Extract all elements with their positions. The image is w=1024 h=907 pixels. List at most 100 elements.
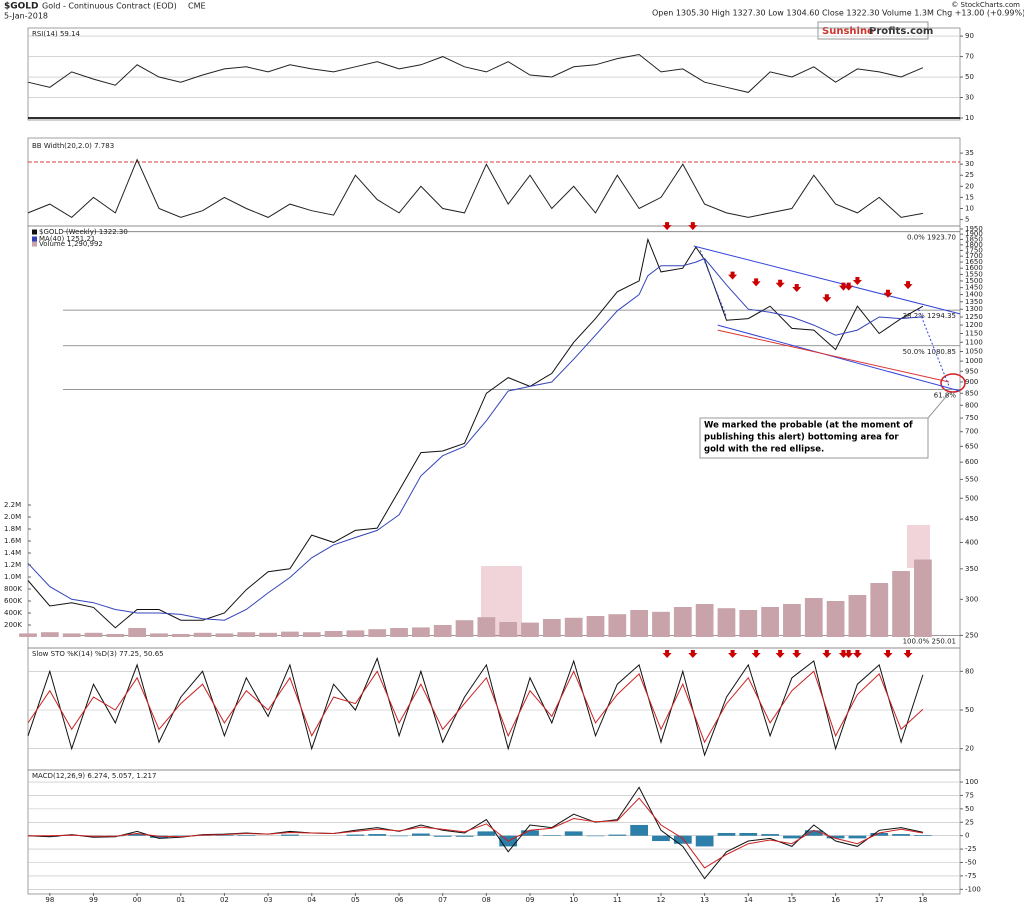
y-tick-label: 400	[965, 538, 978, 546]
bar	[150, 633, 168, 637]
bar	[106, 634, 125, 637]
y-tick-label: 400K	[4, 609, 22, 617]
arrow-marker	[662, 222, 672, 231]
bar	[324, 631, 343, 637]
y-tick-label: 200K	[4, 621, 22, 629]
legend-swatch	[32, 241, 37, 247]
symbol: $GOLD	[4, 2, 39, 12]
x-tick-label: 03	[264, 896, 273, 904]
arrow-marker	[838, 282, 848, 291]
x-tick-label: 98	[45, 896, 54, 904]
x-tick-label: 02	[220, 896, 229, 904]
y-tick-label: 1900	[965, 230, 983, 238]
arrow-marker	[728, 650, 738, 658]
arrow-marker	[688, 650, 698, 658]
bar	[477, 617, 496, 637]
y-tick-label: -50	[965, 859, 976, 867]
arrow-marker	[751, 650, 761, 658]
arrow-marker	[822, 294, 832, 303]
bar	[412, 627, 430, 637]
y-tick-label: 5	[965, 216, 969, 224]
y-tick-label: 1750	[965, 246, 983, 254]
legend-swatch	[32, 229, 37, 235]
y-tick-label: 1.0M	[4, 573, 21, 581]
x-tick-label: 05	[351, 896, 360, 904]
callout-line	[927, 391, 951, 419]
arrow-marker	[792, 283, 802, 292]
y-tick-label: 80	[965, 667, 974, 675]
trend-line	[717, 329, 950, 383]
bar	[40, 632, 59, 637]
bar	[171, 835, 190, 837]
y-tick-label: 20	[965, 745, 974, 753]
macd-frame	[27, 769, 961, 895]
series-line	[27, 158, 923, 219]
y-tick-label: 800	[965, 401, 978, 409]
y-tick-label: 2.2M	[4, 501, 21, 509]
bar	[783, 835, 801, 839]
bar	[564, 831, 583, 836]
y-tick-label: 1950	[965, 225, 983, 233]
legend-label: $GOLD (Weekly) 1322.30	[39, 228, 128, 236]
bar	[652, 611, 670, 637]
y-tick-label: 30	[965, 94, 974, 102]
bar	[542, 835, 561, 836]
bar	[455, 835, 474, 837]
y-tick-label: 1550	[965, 270, 983, 278]
fib-label: 61.8%	[934, 391, 957, 399]
arrow-marker	[844, 650, 854, 658]
x-tick-label: 14	[744, 896, 753, 904]
logo-box	[817, 21, 929, 40]
y-tick-label: 25	[965, 171, 974, 179]
y-tick-label: 1350	[965, 298, 983, 306]
x-tick-label: 15	[787, 896, 796, 904]
bar	[564, 617, 583, 637]
y-tick-label: -75	[965, 872, 976, 880]
y-tick-label: 1650	[965, 258, 983, 266]
bar	[608, 834, 627, 836]
y-tick-label: 350	[965, 565, 978, 573]
bar	[215, 633, 234, 637]
series-line	[27, 53, 924, 93]
panel-title: MACD(12,26,9) 6.274, 5.057, 1.217	[32, 772, 156, 780]
bar	[521, 830, 539, 836]
trend-line	[918, 309, 950, 387]
y-tick-label: 1000	[965, 357, 983, 365]
bar	[914, 559, 932, 637]
y-tick-label: 1100	[965, 338, 983, 346]
y-tick-label: 550	[965, 475, 978, 483]
y-tick-label: 900	[965, 378, 978, 386]
y-tick-label: 650	[965, 442, 978, 450]
rsi-frame	[27, 27, 961, 121]
bar	[892, 834, 910, 836]
bar	[783, 604, 801, 637]
series-line	[27, 656, 924, 757]
fib-label: 50.0% 1080.85	[903, 348, 956, 356]
y-tick-label: 1250	[965, 313, 983, 321]
bar	[40, 835, 59, 837]
bar	[804, 830, 823, 836]
instrument-name: Gold - Continuous Contract (EOD)	[42, 2, 177, 11]
x-tick-label: 04	[307, 896, 316, 904]
y-tick-label: 70	[965, 53, 974, 61]
bar	[914, 835, 932, 836]
y-tick-label: 100	[965, 778, 978, 786]
y-tick-label: 1500	[965, 277, 983, 285]
bar	[19, 633, 37, 637]
bar	[302, 632, 321, 637]
panel-title: BB Width(20,2.0) 7.783	[32, 142, 114, 150]
trend-line	[693, 245, 961, 315]
trend-line	[717, 324, 961, 392]
bar	[259, 632, 277, 637]
series-line	[27, 257, 923, 621]
y-tick-label: 0	[965, 832, 969, 840]
y-tick-label: 50	[965, 706, 974, 714]
bar	[150, 835, 168, 838]
arrow-marker	[883, 289, 893, 298]
legend-swatch	[32, 236, 37, 242]
bar	[128, 628, 147, 637]
y-tick-label: 1300	[965, 305, 983, 313]
arrow-marker	[883, 650, 893, 658]
bar	[761, 607, 779, 637]
arrow-marker	[852, 276, 862, 285]
